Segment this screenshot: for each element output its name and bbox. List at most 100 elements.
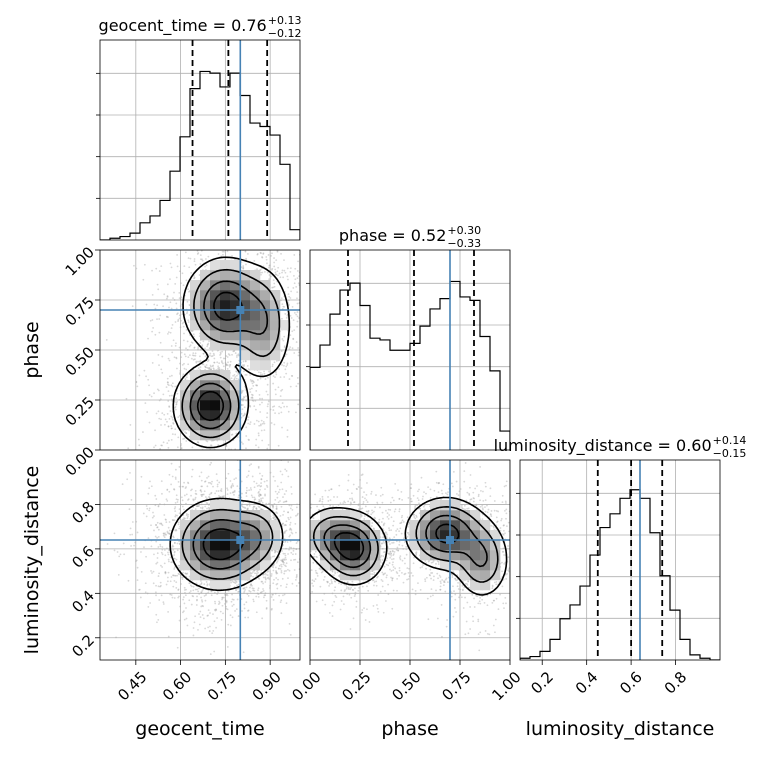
sample-point [251, 394, 254, 397]
sample-point [291, 347, 294, 350]
sample-point [166, 489, 169, 491]
density-cell [210, 260, 221, 271]
sample-point [222, 442, 225, 445]
sample-point [298, 275, 300, 278]
sample-point [265, 607, 268, 610]
sample-point [180, 282, 182, 285]
sample-point [219, 356, 222, 359]
sample-point [235, 432, 238, 435]
sample-point [240, 412, 243, 415]
sample-point [156, 621, 158, 624]
sample-point [235, 356, 238, 358]
sample-point [235, 477, 237, 480]
sample-point [164, 533, 167, 536]
sample-point [169, 556, 172, 559]
sample-point [200, 503, 203, 506]
sample-point [163, 562, 166, 565]
sample-point [163, 503, 166, 506]
sample-point [179, 369, 182, 372]
sample-point [235, 377, 238, 380]
sample-point [260, 499, 263, 502]
sample-point [186, 624, 189, 627]
sample-point [243, 412, 246, 415]
sample-point [247, 507, 249, 510]
density-cell [210, 300, 221, 311]
sample-point [219, 495, 222, 498]
sample-point [182, 518, 185, 521]
sample-point [212, 367, 215, 370]
sample-point [183, 437, 186, 440]
sample-point [250, 583, 252, 586]
panel-frame [99, 39, 301, 241]
sample-point [248, 439, 250, 441]
sample-point [144, 402, 147, 405]
sample-point [208, 367, 211, 370]
density-cell [230, 260, 241, 271]
sample-point [201, 506, 204, 509]
sample-point [249, 388, 252, 391]
sample-point [191, 354, 194, 357]
sample-point [130, 545, 132, 547]
sample-point [254, 498, 257, 501]
sample-point [290, 374, 293, 377]
marginal-panel-geocent_time: geocent_time = 0.76 +0.13−0.12 [96, 14, 301, 241]
sample-point [296, 291, 299, 294]
sample-point [228, 365, 231, 368]
sample-point [295, 313, 298, 316]
sample-point [258, 494, 260, 497]
sample-point [243, 414, 245, 417]
sample-point [253, 589, 256, 592]
sample-point [207, 609, 210, 611]
sample-point [182, 610, 185, 612]
density-cell [260, 300, 271, 311]
sample-point [166, 547, 168, 550]
truth-marker [236, 306, 245, 314]
sample-point [280, 411, 283, 414]
sample-point [199, 254, 202, 257]
sample-point [191, 468, 194, 471]
sample-point [253, 496, 256, 499]
sample-point [247, 416, 250, 419]
sample-point [272, 286, 275, 289]
sample-point [230, 377, 233, 380]
sample-point [191, 488, 193, 491]
sample-point [165, 386, 168, 389]
sample-point [167, 532, 170, 535]
density-cell [220, 320, 231, 331]
sample-point [285, 583, 288, 586]
sample-point [251, 475, 254, 478]
sample-point [278, 272, 281, 275]
sample-point [201, 258, 203, 261]
sample-point [272, 564, 275, 566]
sample-point [250, 488, 253, 491]
sample-point [174, 515, 177, 518]
sample-point [167, 611, 169, 613]
sample-point [246, 504, 249, 507]
sample-point [172, 422, 175, 424]
sample-point [241, 503, 244, 506]
sample-point [225, 364, 228, 367]
sample-point [281, 559, 284, 562]
sample-point [198, 613, 200, 615]
density-cell [210, 400, 221, 411]
density-cell [230, 410, 241, 421]
sample-point [235, 370, 237, 373]
sample-point [245, 257, 248, 260]
sample-point [274, 490, 277, 493]
sample-point [177, 588, 180, 591]
sample-point [169, 580, 172, 583]
sample-point [244, 250, 247, 252]
sample-point [296, 325, 299, 328]
sample-point [175, 357, 178, 360]
sample-point [208, 493, 211, 496]
sample-point [144, 591, 147, 594]
sample-point [260, 485, 263, 487]
sample-point [198, 587, 200, 590]
sample-point [251, 379, 254, 382]
sample-point [207, 481, 210, 484]
sample-point [213, 354, 216, 356]
sample-point [242, 587, 245, 590]
sample-point [187, 363, 190, 366]
sample-point [183, 508, 185, 511]
sample-point [218, 368, 221, 371]
